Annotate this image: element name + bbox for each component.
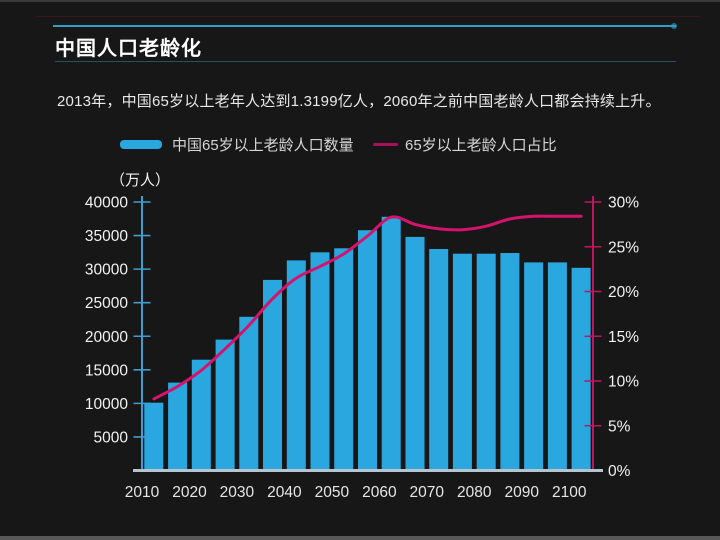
bar-2085 xyxy=(500,253,520,471)
legend-line-label: 65岁以上老龄人口占比 xyxy=(405,137,557,154)
legend-bar-swatch xyxy=(120,140,162,149)
left-axis-tick-label: 20000 xyxy=(85,329,128,346)
right-axis-tick-label: 0% xyxy=(608,463,631,480)
x-axis-label-2060: 2060 xyxy=(362,484,397,501)
x-axis-label-2080: 2080 xyxy=(457,484,492,501)
left-axis-tick-label: 5000 xyxy=(94,429,129,446)
rule-end-marker xyxy=(671,23,677,29)
bar-2080 xyxy=(476,253,496,471)
bar-2060 xyxy=(381,216,401,471)
bar-2100 xyxy=(571,267,591,471)
subtitle-text: 2013年，中国65岁以上老年人达到1.3199亿人，2060年之前中国老龄人口… xyxy=(57,93,661,110)
legend-bar-label: 中国65岁以上老龄人口数量 xyxy=(172,137,354,154)
bar-2030 xyxy=(239,316,259,471)
decorative-red-rule xyxy=(36,16,700,17)
page-title: 中国人口老龄化 xyxy=(55,38,202,60)
x-axis-label-2040: 2040 xyxy=(267,484,302,501)
right-axis-tick-label: 25% xyxy=(608,239,639,256)
bar-2095 xyxy=(547,262,567,471)
bar-2075 xyxy=(452,253,472,471)
bar-2090 xyxy=(524,262,544,471)
title-underline xyxy=(55,61,676,62)
title-top-rule xyxy=(53,25,676,27)
right-axis-tick-label: 15% xyxy=(608,329,639,346)
x-axis-label-2090: 2090 xyxy=(505,484,540,501)
bar-2070 xyxy=(429,249,449,471)
right-axis-tick-label: 30% xyxy=(608,195,639,212)
x-axis-label-2070: 2070 xyxy=(410,484,445,501)
x-axis-label-2020: 2020 xyxy=(172,484,207,501)
x-axis-label-2010: 2010 xyxy=(125,484,160,501)
bar-2020 xyxy=(191,359,211,471)
bar-2055 xyxy=(358,230,377,471)
x-axis-label-2050: 2050 xyxy=(315,484,350,501)
legend: 中国65岁以上老龄人口数量 65岁以上老龄人口占比 xyxy=(0,134,720,158)
left-axis-tick-label: 10000 xyxy=(85,396,128,413)
right-axis-tick-label: 20% xyxy=(608,284,639,301)
bottom-edge-strip xyxy=(0,536,720,540)
percentage-line xyxy=(152,214,583,401)
right-axis-tick-label: 5% xyxy=(608,418,631,435)
bar-2040 xyxy=(286,260,306,471)
left-axis-tick-label: 15000 xyxy=(85,362,128,379)
left-axis-tick-label: 25000 xyxy=(85,295,128,312)
bar-2035 xyxy=(263,279,282,471)
bar-2050 xyxy=(334,248,354,471)
bar-2015 xyxy=(168,382,188,471)
right-axis-tick-label: 10% xyxy=(608,374,639,391)
left-axis-tick-label: 35000 xyxy=(85,228,128,245)
left-axis-tick-label: 40000 xyxy=(85,195,128,212)
bar-2045 xyxy=(310,252,330,471)
x-axis-label-2030: 2030 xyxy=(220,484,255,501)
legend-line-swatch xyxy=(373,143,398,146)
x-axis-label-2100: 2100 xyxy=(552,484,587,501)
bar-2010 xyxy=(144,402,164,471)
bar-2065 xyxy=(405,236,425,471)
bar-2025 xyxy=(215,339,235,471)
left-axis-unit-label: （万人） xyxy=(110,172,171,189)
left-axis-tick-label: 30000 xyxy=(85,262,128,279)
top-edge-line xyxy=(0,0,720,2)
